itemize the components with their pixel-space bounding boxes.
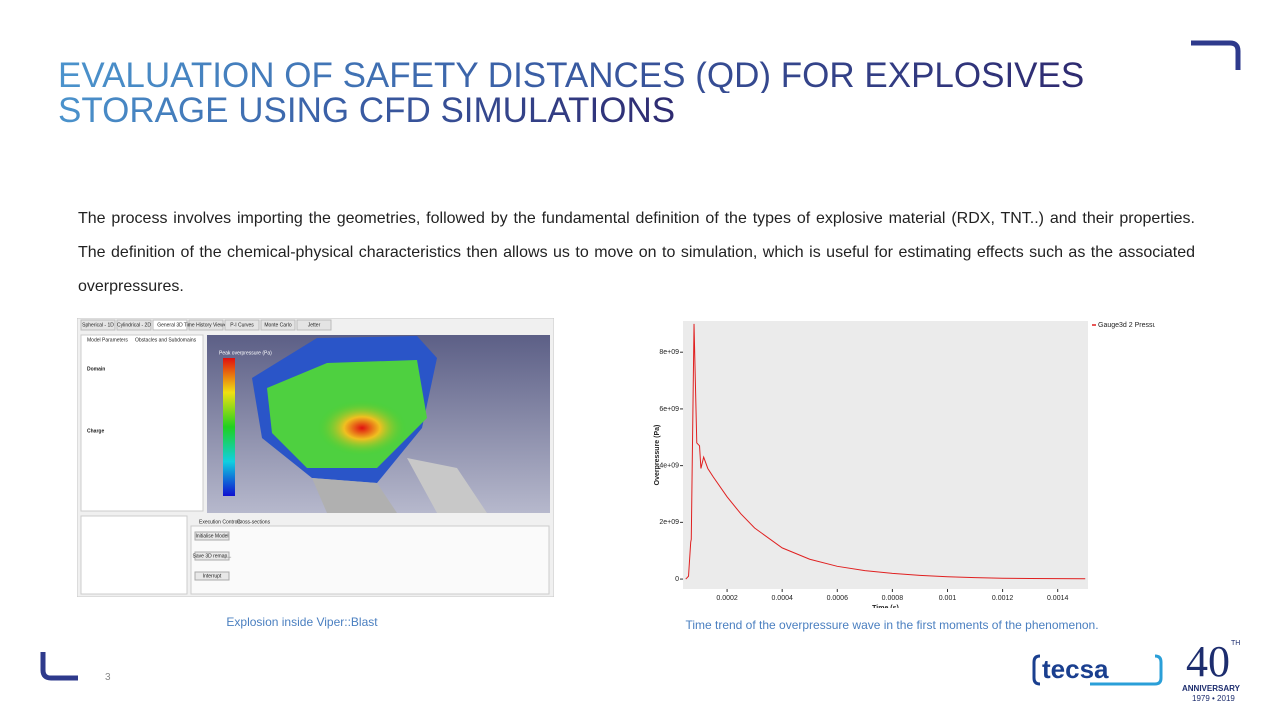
tab [224, 319, 260, 331]
button [194, 571, 230, 581]
tab-label: Time History Viewer [184, 322, 229, 328]
figure-caption: Explosion inside Viper::Blast [226, 615, 378, 629]
y-axis-label: Overpressure (Pa) [654, 425, 661, 486]
bottom-tab: Cross-sections [237, 519, 271, 525]
tab-label: Spherical - 1D [82, 322, 114, 328]
legend-label: Gauge3d 2 Pressure [1098, 322, 1155, 329]
tab [80, 319, 116, 331]
panel-tab: Model Parameters [87, 337, 128, 343]
logo-number: 40 [1186, 637, 1230, 686]
button [194, 551, 230, 561]
y-tick-label: 2e+09 [659, 519, 679, 526]
tab [152, 319, 188, 331]
bottom-tab: Execution Controls [199, 519, 241, 525]
tab-label: General 3D [157, 322, 183, 328]
y-tick-label: 0 [675, 576, 679, 583]
tab-label: P-I Curves [230, 322, 254, 328]
figure-caption: Time trend of the overpressure wave in t… [685, 618, 1099, 632]
brand: tecsa [1042, 654, 1109, 684]
button [194, 531, 230, 541]
body-text: The process involves importing the geome… [78, 210, 1195, 295]
overpressure-chart: 0 2e+09 4e+09 6e+09 8e+09 0.0002 0.0004 0.0006 0… [654, 321, 1155, 608]
x-tick-label: 0.0008 [882, 595, 904, 602]
software-screenshot: Spherical - 1D Cylindrical - 2D General 3D… [77, 318, 554, 597]
legend-title: Peak overpressure (Pa) [219, 350, 272, 356]
x-tick-label: 0.0002 [716, 595, 738, 602]
tecsa-logo: tecsa [1032, 654, 1163, 686]
tab [188, 319, 224, 331]
line-series [685, 323, 1086, 580]
x-tick-label: 0.0012 [992, 595, 1014, 602]
plot-area [683, 321, 1088, 589]
x-axis-label: Time (s) [872, 605, 899, 608]
tab-label: Jetter [308, 322, 321, 328]
tab-label: Monte Carlo [264, 322, 291, 328]
title-line: EVALUATION OF SAFETY DISTANCES (QD) FOR … [58, 56, 1085, 95]
corner-bracket [1191, 40, 1241, 70]
page-number: 3 [105, 672, 111, 683]
tab [116, 319, 152, 331]
button-label: Save 3D remap... [193, 553, 232, 559]
button-label: Interrupt [203, 573, 222, 579]
y-tick-label: 4e+09 [659, 462, 679, 469]
section-label: Domain [87, 366, 105, 372]
section-label: Charge [87, 428, 104, 434]
title-line: STORAGE USING CFD SIMULATIONS [58, 91, 676, 130]
logo-word: ANNIVERSARY [1182, 684, 1240, 693]
x-tick-label: 0.0014 [1047, 595, 1069, 602]
tab-label: Cylindrical - 2D [117, 322, 151, 328]
button-label: Initialise Model [195, 533, 228, 539]
corner-bracket [40, 652, 78, 681]
tab [260, 319, 296, 331]
y-tick-label: 8e+09 [659, 349, 679, 356]
y-tick-label: 6e+09 [659, 406, 679, 413]
x-tick-label: 0.001 [939, 595, 957, 602]
x-tick-label: 0.0006 [827, 595, 849, 602]
logo-years: 1979 • 2019 [1192, 694, 1235, 703]
panel-tab: Obstacles and Subdomains [135, 337, 197, 343]
logo-suffix: TH [1231, 640, 1241, 647]
x-tick-label: 0.0004 [771, 595, 793, 602]
tab [296, 319, 332, 331]
